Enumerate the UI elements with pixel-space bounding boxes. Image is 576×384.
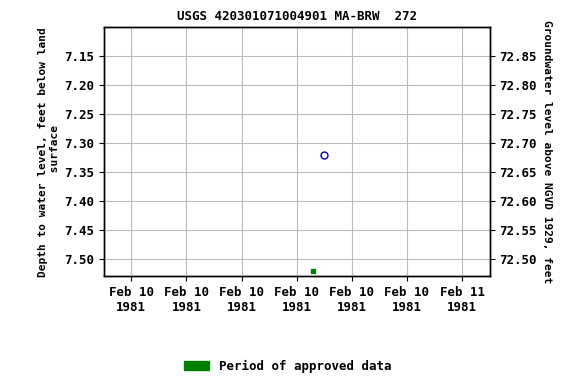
Title: USGS 420301071004901 MA-BRW  272: USGS 420301071004901 MA-BRW 272 <box>177 10 416 23</box>
Y-axis label: Groundwater level above NGVD 1929, feet: Groundwater level above NGVD 1929, feet <box>543 20 552 283</box>
Legend: Period of approved data: Period of approved data <box>179 355 397 378</box>
Y-axis label: Depth to water level, feet below land
 surface: Depth to water level, feet below land su… <box>38 27 60 276</box>
